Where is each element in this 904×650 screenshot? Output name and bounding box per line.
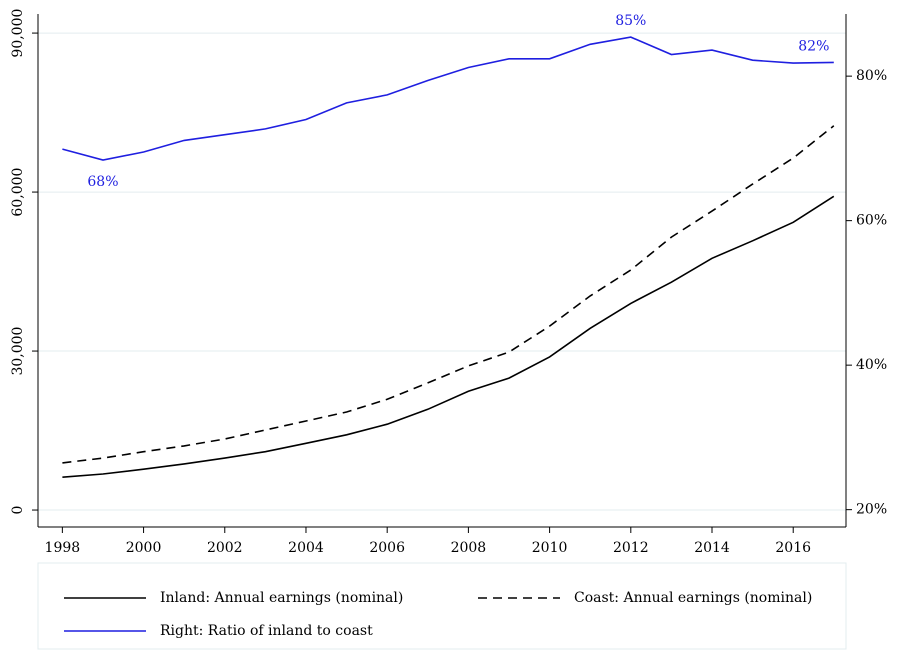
legend-label: Right: Ratio of inland to coast <box>160 623 373 639</box>
legend-label: Coast: Annual earnings (nominal) <box>574 590 812 606</box>
series-line <box>62 195 835 478</box>
x-tick-label: 1998 <box>45 540 81 556</box>
value-label: 82% <box>798 38 829 54</box>
legend-label: Inland: Annual earnings (nominal) <box>160 590 403 606</box>
y-tick-label: 60,000 <box>10 168 26 217</box>
y-tick-label: 0 <box>10 506 26 515</box>
y2-tick-label: 60% <box>856 213 887 229</box>
x-tick-label: 2004 <box>288 540 324 556</box>
x-tick-label: 2002 <box>207 540 243 556</box>
value-label: 85% <box>615 13 646 29</box>
y-tick-label: 90,000 <box>10 9 26 58</box>
x-tick-label: 2014 <box>694 540 730 556</box>
series-line <box>62 125 835 464</box>
x-tick-label: 2010 <box>532 540 568 556</box>
x-tick-label: 2000 <box>126 540 162 556</box>
legend-box <box>37 562 847 650</box>
y-tick-label: 30,000 <box>10 327 26 376</box>
x-tick-label: 2006 <box>369 540 405 556</box>
y2-tick-label: 20% <box>856 502 887 518</box>
value-label: 68% <box>87 174 118 190</box>
x-tick-label: 2016 <box>775 540 811 556</box>
y2-tick-label: 80% <box>856 68 887 84</box>
x-tick-label: 2008 <box>451 540 487 556</box>
series-line <box>62 36 834 161</box>
y2-tick-label: 40% <box>856 357 887 373</box>
x-tick-label: 2012 <box>613 540 649 556</box>
